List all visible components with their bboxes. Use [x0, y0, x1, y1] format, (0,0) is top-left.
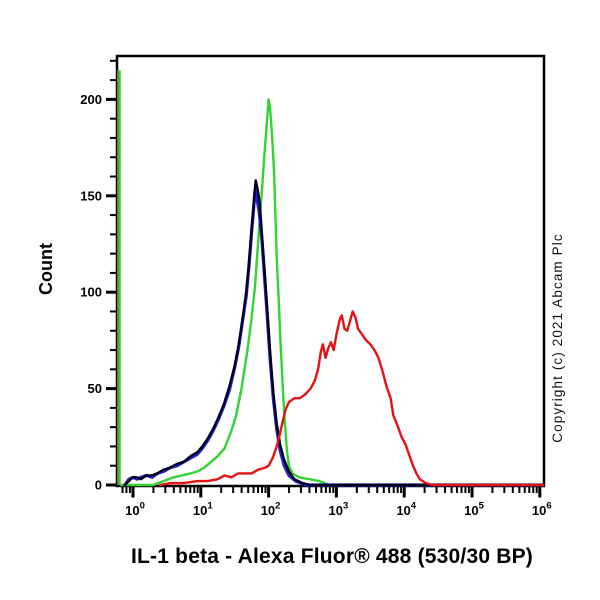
x-tick-label: 104: [396, 501, 416, 519]
x-axis-title: IL-1 beta - Alexa Fluor® 488 (530/30 BP): [131, 545, 533, 568]
x-tick-label: 103: [329, 501, 349, 519]
curve-green-curve: [119, 98, 545, 487]
x-tick-label: 105: [464, 501, 484, 519]
curve-red-curve: [158, 310, 545, 487]
y-tick-label: 200: [80, 92, 102, 107]
y-tick-label: 100: [80, 285, 102, 300]
y-tick-label: 150: [80, 188, 102, 203]
plot-box: [115, 54, 546, 488]
x-tick-label: 102: [261, 501, 281, 519]
y-axis-label: Count: [36, 243, 56, 295]
curve-blue-curve: [123, 188, 545, 487]
x-tick-label: 101: [193, 501, 213, 519]
copyright-notice: Copyright (c) 2021 Abcam Plc: [550, 233, 565, 443]
y-tick-label: 50: [88, 381, 102, 396]
curve-black-curve: [123, 179, 545, 487]
x-tick-label: 106: [532, 501, 552, 519]
x-tick-label: 100: [125, 501, 145, 519]
y-tick-label: 0: [95, 478, 102, 493]
